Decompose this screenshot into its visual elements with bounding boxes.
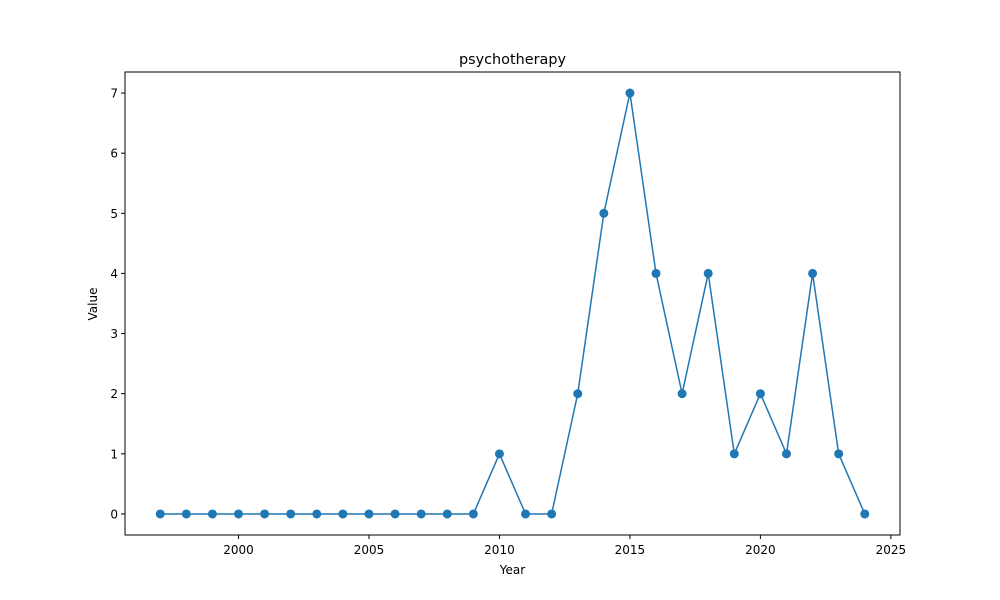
data-point [755,389,765,399]
data-point [207,509,217,519]
data-point [521,509,531,519]
data-point [181,509,191,519]
x-tick-label: 2025 [876,543,907,557]
data-point [729,449,739,459]
y-axis: 0 1 2 3 4 5 6 7 [110,87,125,521]
data-point [808,268,818,278]
y-tick-label: 7 [110,87,118,101]
plot-area [155,88,870,519]
data-point [677,389,687,399]
data-point [834,449,844,459]
data-point [468,509,478,519]
data-point [416,509,426,519]
series-line [160,92,866,515]
x-tick-label: 2000 [223,543,254,557]
y-tick-label: 3 [110,327,118,341]
x-tick-label: 2010 [484,543,515,557]
data-point [155,509,165,519]
data-point [364,509,374,519]
data-point [442,509,452,519]
x-tick-label: 2015 [615,543,646,557]
chart-title: psychotherapy [459,52,566,68]
x-axis-label: Year [499,563,525,577]
data-point [234,509,244,519]
data-point [860,509,870,519]
data-point [703,268,713,278]
y-axis-label: Value [86,288,100,321]
data-point [625,88,635,98]
data-point [286,509,296,519]
data-point [390,509,400,519]
y-tick-label: 1 [110,447,118,461]
data-point [260,509,270,519]
data-point [781,449,791,459]
x-tick-label: 2005 [354,543,385,557]
data-point [494,449,504,459]
data-point [651,268,661,278]
x-tick-label: 2020 [745,543,776,557]
data-point [312,509,322,519]
data-point [547,509,557,519]
y-tick-label: 5 [110,207,118,221]
x-axis: 2000 2005 2010 2015 2020 2025 [223,535,906,557]
y-tick-label: 4 [110,267,118,281]
y-tick-label: 0 [110,507,118,521]
axes-frame [124,71,901,536]
data-point [573,389,583,399]
y-tick-label: 6 [110,147,118,161]
y-tick-label: 2 [110,387,118,401]
data-point [338,509,348,519]
data-point [599,208,609,218]
